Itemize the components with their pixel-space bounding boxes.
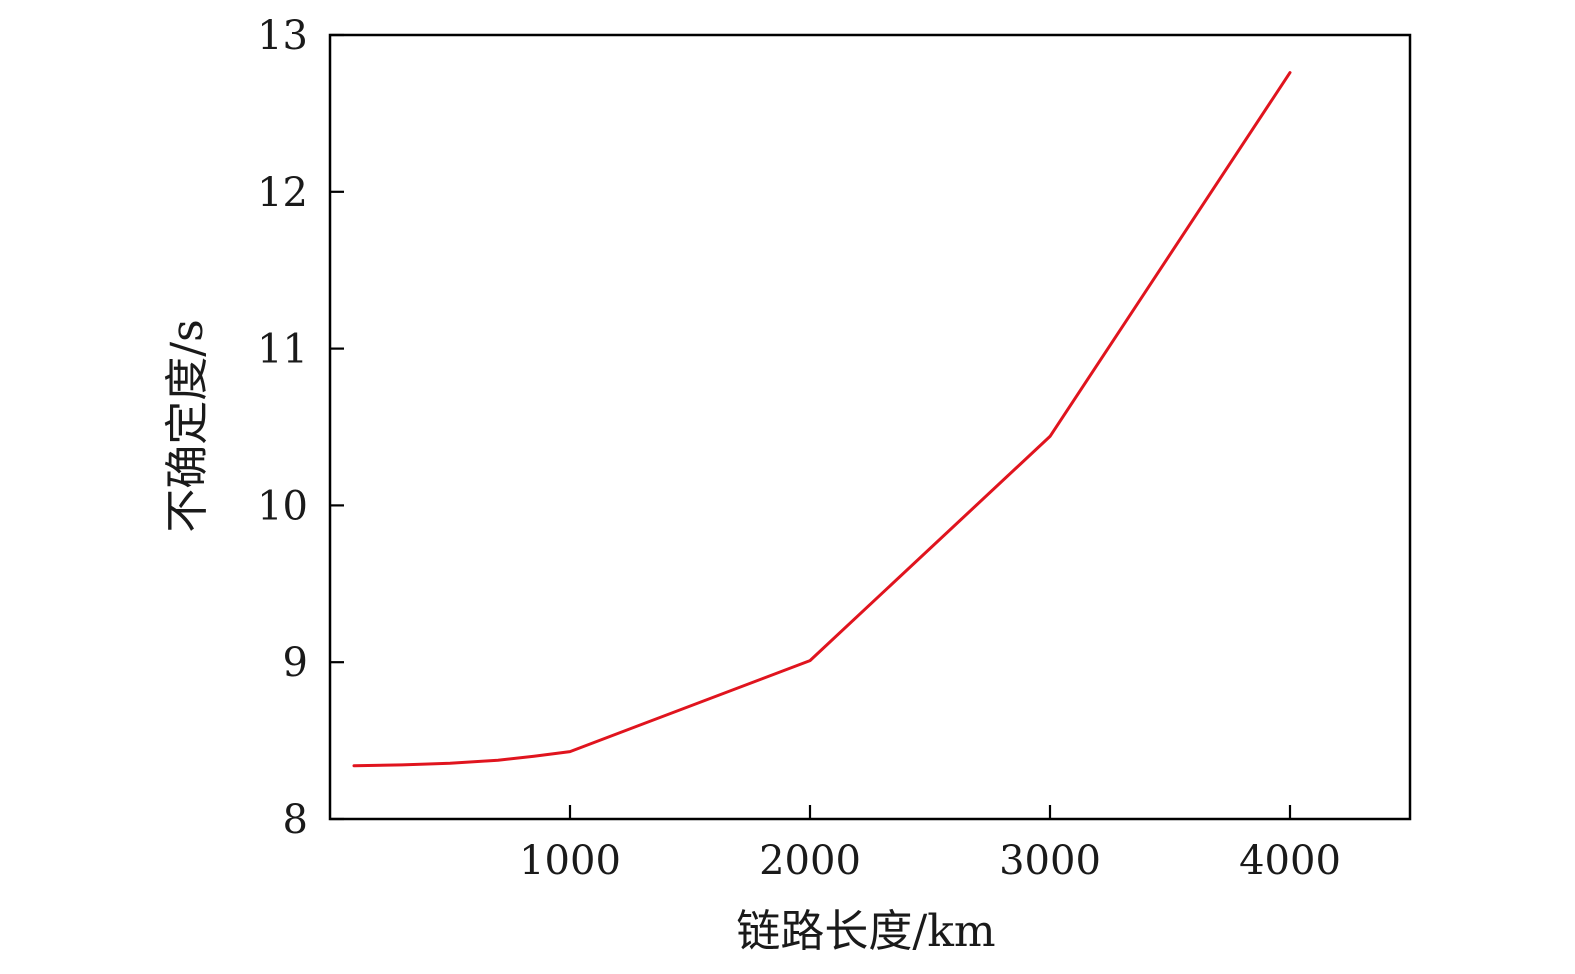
plot-frame <box>328 33 1412 821</box>
y-tick-label: 10 <box>257 483 308 529</box>
x-tick-label: 1000 <box>519 838 621 884</box>
y-tick-label: 8 <box>283 797 308 843</box>
y-tick-label: 12 <box>257 170 308 216</box>
x-axis-label: 链路长度/km <box>736 906 995 957</box>
x-tick-label: 3000 <box>999 838 1101 884</box>
y-tick-label: 11 <box>257 327 308 373</box>
y-axis-label: 不确定度/s <box>162 319 213 532</box>
series-line <box>352 71 1292 768</box>
x-tick-label: 2000 <box>759 838 861 884</box>
y-tick-label: 13 <box>257 13 308 59</box>
x-tick-label: 4000 <box>1239 838 1341 884</box>
plot-area: 8 9 10 11 12 13 1000 2000 3000 4000 <box>257 13 1412 884</box>
y-tick-label: 9 <box>283 640 308 686</box>
